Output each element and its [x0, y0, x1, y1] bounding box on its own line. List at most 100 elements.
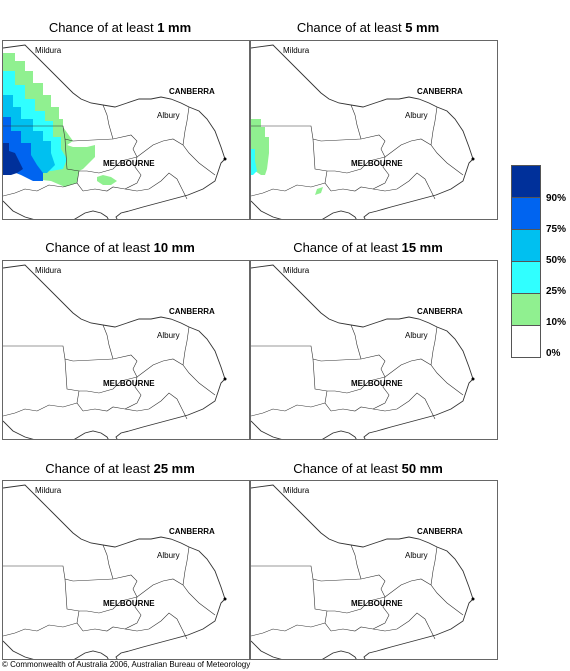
probability-legend	[511, 165, 541, 358]
town-label-canberra: CANBERRA	[417, 307, 463, 316]
map-10mm: Mildura CANBERRA Albury MELBOURNE	[2, 260, 250, 440]
district-boundary	[320, 574, 386, 598]
coastline	[3, 378, 226, 439]
panel-title-25mm: Chance of at least 25 mm	[45, 461, 195, 476]
district-boundary	[64, 138, 80, 172]
district-boundary	[76, 596, 138, 632]
town-label-melbourne: MELBOURNE	[103, 599, 155, 608]
town-label-mildura: Mildura	[283, 266, 310, 275]
district-boundary	[3, 125, 74, 142]
district-boundary	[251, 125, 322, 142]
district-boundary	[384, 578, 464, 616]
district-boundary	[3, 622, 78, 637]
town-label-melbourne: MELBOURNE	[351, 599, 403, 608]
town-label-albury: Albury	[405, 331, 428, 340]
district-boundary	[124, 596, 142, 630]
town-label-mildura: Mildura	[283, 486, 310, 495]
map-1mm: Mildura CANBERRA Albury MELBOURNE	[2, 40, 250, 220]
district-boundary	[251, 402, 326, 417]
town-label-mildura: Mildura	[283, 46, 310, 55]
district-boundary	[372, 596, 390, 630]
legend-label-75: 75%	[546, 224, 567, 235]
district-boundary	[324, 596, 386, 632]
town-label-albury: Albury	[157, 111, 180, 120]
state-border	[251, 484, 474, 600]
district-boundary	[72, 354, 138, 378]
district-boundary	[102, 544, 114, 580]
legend-swatch-10	[512, 294, 540, 326]
district-boundary	[312, 578, 328, 612]
town-label-melbourne: MELBOURNE	[103, 379, 155, 388]
district-boundary	[251, 622, 326, 637]
district-boundary	[124, 156, 142, 190]
legend-label-0: 0%	[546, 348, 561, 359]
probability-area	[3, 143, 23, 175]
map-outline	[3, 264, 227, 439]
district-boundary	[82, 392, 188, 420]
legend-swatch-0	[512, 326, 540, 357]
probability-area	[251, 149, 257, 175]
district-boundary	[251, 345, 322, 362]
district-boundary	[320, 354, 386, 378]
district-boundary	[102, 324, 114, 360]
map-outline	[3, 44, 227, 219]
district-boundary	[350, 104, 362, 140]
panel-title-10mm: Chance of at least 10 mm	[45, 240, 195, 255]
coastline	[251, 378, 474, 439]
district-boundary	[430, 106, 438, 146]
map-5mm: Mildura CANBERRA Albury MELBOURNE	[250, 40, 498, 220]
district-boundary	[136, 138, 216, 176]
probability-area	[251, 119, 269, 175]
district-boundary	[76, 156, 138, 192]
district-boundary	[82, 172, 188, 200]
legend-swatch-90	[512, 166, 540, 198]
district-boundary	[350, 544, 362, 580]
district-boundary	[324, 156, 386, 192]
district-boundary	[312, 138, 328, 172]
coastline	[3, 598, 226, 659]
legend-swatch-75	[512, 198, 540, 230]
district-boundary	[330, 392, 436, 420]
district-boundary	[3, 402, 78, 417]
district-boundary	[102, 104, 114, 140]
district-boundary	[330, 172, 436, 200]
town-label-albury: Albury	[405, 551, 428, 560]
town-label-melbourne: MELBOURNE	[351, 159, 403, 168]
district-boundary	[124, 376, 142, 410]
map-outline	[3, 484, 227, 659]
panel-title-1mm: Chance of at least 1 mm	[48, 20, 192, 35]
town-label-albury: Albury	[157, 551, 180, 560]
panel-title-50mm: Chance of at least 50 mm	[293, 461, 443, 476]
cape-marker	[223, 377, 227, 381]
district-boundary	[251, 182, 326, 197]
district-boundary	[3, 182, 78, 197]
legend-label-90: 90%	[546, 193, 567, 204]
district-boundary	[430, 326, 438, 366]
town-label-canberra: CANBERRA	[417, 527, 463, 536]
map-outline	[251, 484, 475, 659]
state-border	[3, 484, 226, 600]
district-boundary	[136, 578, 216, 616]
district-boundary	[320, 134, 386, 158]
cape-marker	[471, 597, 475, 601]
panel-title-5mm: Chance of at least 5 mm	[296, 20, 440, 35]
coastline	[251, 598, 474, 659]
district-boundary	[182, 326, 190, 366]
district-boundary	[182, 106, 190, 146]
district-boundary	[330, 612, 436, 640]
map-50mm: Mildura CANBERRA Albury MELBOURNE	[250, 480, 498, 660]
panel-title-15mm: Chance of at least 15 mm	[293, 240, 443, 255]
district-boundary	[136, 358, 216, 396]
town-label-canberra: CANBERRA	[169, 87, 215, 96]
town-label-melbourne: MELBOURNE	[103, 159, 155, 168]
district-boundary	[64, 358, 80, 392]
district-boundary	[3, 345, 74, 362]
town-label-canberra: CANBERRA	[417, 87, 463, 96]
legend-label-25: 25%	[546, 286, 567, 297]
state-border	[251, 264, 474, 380]
legend-label-10: 10%	[546, 317, 567, 328]
probability-area	[315, 187, 323, 195]
district-boundary	[312, 358, 328, 392]
district-boundary	[72, 134, 138, 158]
copyright-notice: © Commonwealth of Australia 2006, Austra…	[2, 660, 251, 669]
